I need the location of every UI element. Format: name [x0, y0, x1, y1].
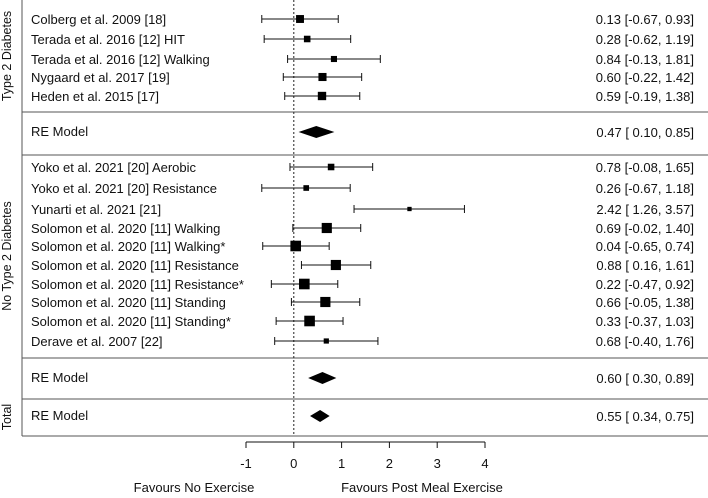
- x-axis: -1 0 1 2 3 4 Favours No Exercise Favours Post M…: [134, 441, 503, 495]
- point-estimate: [320, 296, 331, 308]
- study-row: Solomon et al. 2020 [11] Standing* 0.33 […: [31, 314, 694, 329]
- ci-text: 2.42 [ 1.26, 3.57]: [596, 202, 694, 217]
- study-row: Yoko et al. 2021 [20] Resistance 0.26 [-0…: [31, 181, 694, 196]
- study-label: Nygaard et al. 2017 [19]: [31, 70, 170, 85]
- favours-right-label: Favours Post Meal Exercise: [341, 480, 503, 495]
- study-label: Heden et al. 2015 [17]: [31, 89, 159, 104]
- summary-ci-text: 0.47 [ 0.10, 0.85]: [596, 125, 694, 140]
- study-row: Solomon et al. 2020 [11] Resistance* 0.22…: [31, 277, 694, 292]
- point-estimate: [327, 163, 335, 171]
- point-estimate: [318, 72, 327, 82]
- study-row: Solomon et al. 2020 [11] Walking 0.69 [-0…: [31, 221, 694, 236]
- point-estimate: [304, 315, 315, 327]
- study-rows: Colberg et al. 2009 [18] 0.13 [-0.67, 0.9…: [31, 12, 694, 424]
- ci-text: 0.68 [-0.40, 1.76]: [596, 334, 694, 349]
- point-estimate: [290, 240, 302, 252]
- study-row: Yunarti et al. 2021 [21] 2.42 [ 1.26, 3.5…: [31, 202, 694, 217]
- point-estimate: [303, 185, 310, 191]
- study-label: Yoko et al. 2021 [20] Aerobic: [31, 160, 197, 175]
- study-row: Yoko et al. 2021 [20] Aerobic 0.78 [-0.08…: [31, 160, 694, 175]
- summary-diamond: [298, 126, 335, 138]
- plot-frame: [21, 0, 708, 437]
- study-row: Solomon et al. 2020 [11] Standing 0.66 [-…: [31, 295, 694, 310]
- study-row: Derave et al. 2007 [22] 0.68 [-0.40, 1.76…: [31, 334, 694, 349]
- x-tick-label: -1: [240, 456, 252, 471]
- point-estimate: [330, 55, 338, 63]
- ci-text: 0.59 [-0.19, 1.38]: [596, 89, 694, 104]
- summary-ci-text: 0.60 [ 0.30, 0.89]: [596, 371, 694, 386]
- x-tick-label: 1: [338, 456, 345, 471]
- study-label: Derave et al. 2007 [22]: [31, 334, 163, 349]
- study-label: Solomon et al. 2020 [11] Resistance: [31, 258, 239, 273]
- summary-label: RE Model: [31, 408, 88, 423]
- ci-text: 0.33 [-0.37, 1.03]: [596, 314, 694, 329]
- summary-diamond: [310, 410, 330, 422]
- ci-text: 0.84 [-0.13, 1.81]: [596, 52, 694, 67]
- point-estimate: [330, 259, 341, 271]
- group-labels: Type 2 Diabetes No Type 2 Diabetes Total: [0, 11, 14, 430]
- group-label: Type 2 Diabetes: [0, 11, 14, 101]
- favours-left-label: Favours No Exercise: [134, 480, 255, 495]
- point-estimate: [407, 206, 412, 212]
- ci-text: 0.13 [-0.67, 0.93]: [596, 12, 694, 27]
- point-estimate: [303, 35, 311, 43]
- study-label: Yoko et al. 2021 [20] Resistance: [31, 181, 217, 196]
- summary-diamond: [308, 372, 337, 384]
- ci-text: 0.60 [-0.22, 1.42]: [596, 70, 694, 85]
- summary-row: RE Model 0.60 [ 0.30, 0.89]: [31, 370, 694, 386]
- ci-text: 0.26 [-0.67, 1.18]: [596, 181, 694, 196]
- study-label: Solomon et al. 2020 [11] Resistance*: [31, 277, 244, 292]
- study-label: Terada et al. 2016 [12] HIT: [31, 32, 185, 47]
- point-estimate: [317, 91, 327, 101]
- summary-row: RE Model 0.47 [ 0.10, 0.85]: [31, 124, 694, 140]
- summary-row: RE Model 0.55 [ 0.34, 0.75]: [31, 408, 694, 424]
- study-row: Nygaard et al. 2017 [19] 0.60 [-0.22, 1.4…: [31, 70, 694, 85]
- ci-text: 0.69 [-0.02, 1.40]: [596, 221, 694, 236]
- point-estimate: [323, 338, 329, 344]
- ci-text: 0.04 [-0.65, 0.74]: [596, 239, 694, 254]
- summary-ci-text: 0.55 [ 0.34, 0.75]: [596, 409, 694, 424]
- x-tick-label: 0: [290, 456, 297, 471]
- study-label: Yunarti et al. 2021 [21]: [31, 202, 161, 217]
- study-label: Solomon et al. 2020 [11] Standing*: [31, 314, 231, 329]
- study-label: Terada et al. 2016 [12] Walking: [31, 52, 210, 67]
- study-row: Colberg et al. 2009 [18] 0.13 [-0.67, 0.9…: [31, 12, 694, 27]
- study-row: Heden et al. 2015 [17] 0.59 [-0.19, 1.38]: [31, 89, 694, 104]
- summary-label: RE Model: [31, 370, 88, 385]
- x-tick-label: 3: [434, 456, 441, 471]
- point-estimate: [321, 222, 332, 234]
- ci-text: 0.66 [-0.05, 1.38]: [596, 295, 694, 310]
- summary-label: RE Model: [31, 124, 88, 139]
- x-tick-label: 4: [481, 456, 488, 471]
- ci-text: 0.78 [-0.08, 1.65]: [596, 160, 694, 175]
- study-row: Solomon et al. 2020 [11] Walking* 0.04 [-…: [31, 239, 694, 254]
- study-row: Terada et al. 2016 [12] Walking 0.84 [-0.…: [31, 52, 694, 67]
- group-label: No Type 2 Diabetes: [0, 201, 14, 311]
- study-label: Colberg et al. 2009 [18]: [31, 12, 166, 27]
- group-label: Total: [0, 404, 14, 430]
- point-estimate: [296, 15, 304, 23]
- point-estimate: [299, 278, 310, 290]
- study-row: Terada et al. 2016 [12] HIT 0.28 [-0.62, …: [31, 32, 694, 47]
- study-label: Solomon et al. 2020 [11] Standing: [31, 295, 226, 310]
- ci-text: 0.28 [-0.62, 1.19]: [596, 32, 694, 47]
- ci-text: 0.88 [ 0.16, 1.61]: [596, 258, 694, 273]
- ci-text: 0.22 [-0.47, 0.92]: [596, 277, 694, 292]
- study-row: Solomon et al. 2020 [11] Resistance 0.88 …: [31, 258, 694, 273]
- x-tick-label: 2: [386, 456, 393, 471]
- study-label: Solomon et al. 2020 [11] Walking*: [31, 239, 225, 254]
- study-label: Solomon et al. 2020 [11] Walking: [31, 221, 220, 236]
